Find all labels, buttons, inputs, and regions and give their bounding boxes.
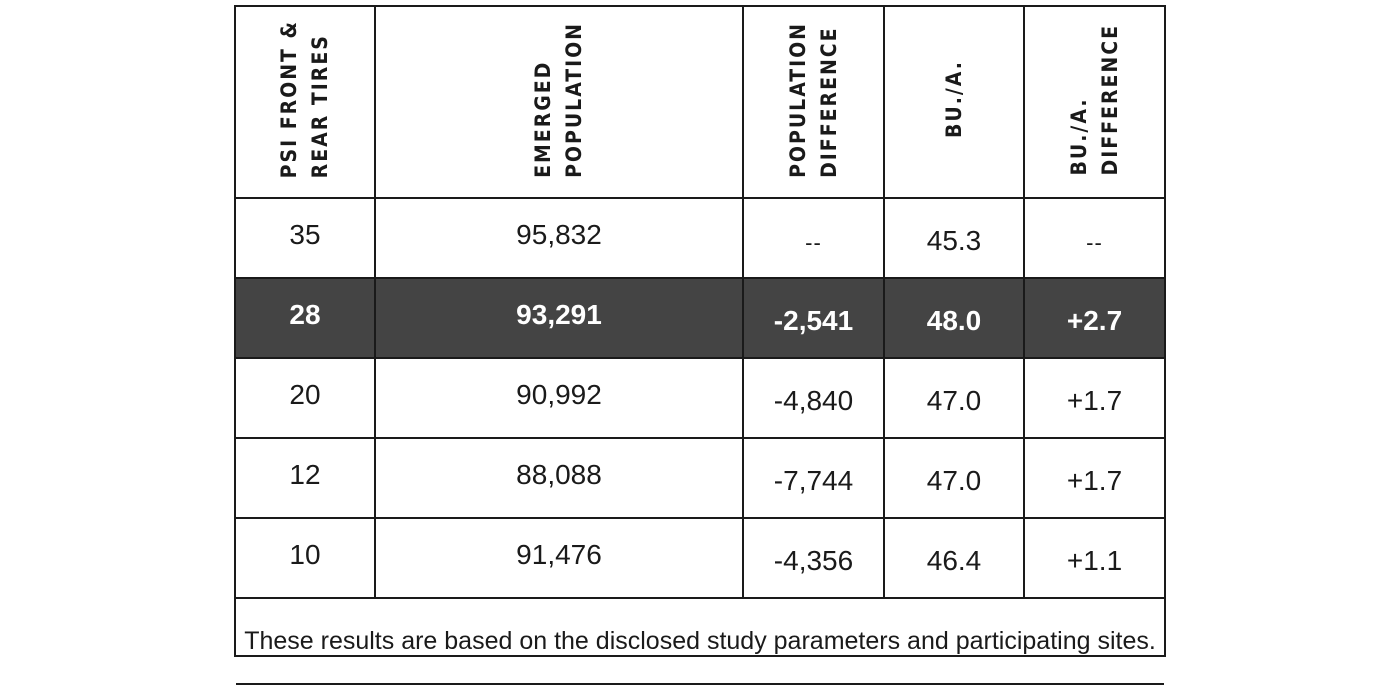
footnote-text: These results are based on the disclosed… — [236, 597, 1164, 685]
cell-population-difference: -4,356 — [742, 517, 885, 599]
cell-bu-a: 45.3 — [883, 197, 1025, 279]
cell-population-difference: -- — [742, 197, 885, 279]
cell-psi: 10 — [236, 517, 376, 599]
results-table-frame: PSI FRONT & REAR TIRES EMERGED POPULATIO… — [234, 5, 1166, 685]
footnote-row: These results are based on the disclosed… — [236, 597, 1164, 685]
cell-bu-a-difference: +1.7 — [1023, 357, 1164, 439]
cell-bu-a-difference: +2.7 — [1023, 277, 1164, 359]
cell-bu-a: 46.4 — [883, 517, 1025, 599]
header-bu-a-difference: BU./A. DIFFERENCE — [1023, 7, 1164, 199]
cell-bu-a-difference: +1.1 — [1023, 517, 1164, 599]
results-table: PSI FRONT & REAR TIRES EMERGED POPULATIO… — [236, 7, 1164, 685]
table-row: 10 91,476 -4,356 46.4 +1.1 — [236, 517, 1164, 599]
cell-population-difference: -2,541 — [742, 277, 885, 359]
table-row: 35 95,832 -- 45.3 -- — [236, 197, 1164, 279]
cell-bu-a-difference: +1.7 — [1023, 437, 1164, 519]
cell-psi: 12 — [236, 437, 376, 519]
cell-bu-a-difference: -- — [1023, 197, 1164, 279]
table-header-row: PSI FRONT & REAR TIRES EMERGED POPULATIO… — [236, 7, 1164, 199]
table-row: 20 90,992 -4,840 47.0 +1.7 — [236, 357, 1164, 439]
header-population-difference: POPULATION DIFFERENCE — [742, 7, 885, 199]
cell-psi: 28 — [236, 277, 376, 359]
header-bu-a: BU./A. — [883, 7, 1025, 199]
cell-psi: 35 — [236, 197, 376, 279]
table-row: 12 88,088 -7,744 47.0 +1.7 — [236, 437, 1164, 519]
cell-emerged-population: 91,476 — [374, 517, 744, 599]
cell-bu-a: 47.0 — [883, 437, 1025, 519]
header-psi-front-rear-tires: PSI FRONT & REAR TIRES — [236, 7, 376, 199]
cell-bu-a: 48.0 — [883, 277, 1025, 359]
cell-bu-a: 47.0 — [883, 357, 1025, 439]
cell-emerged-population: 88,088 — [374, 437, 744, 519]
header-emerged-population: EMERGED POPULATION — [374, 7, 744, 199]
cell-emerged-population: 95,832 — [374, 197, 744, 279]
cell-population-difference: -7,744 — [742, 437, 885, 519]
cell-emerged-population: 93,291 — [374, 277, 744, 359]
table-row-highlighted: 28 93,291 -2,541 48.0 +2.7 — [236, 277, 1164, 359]
cell-population-difference: -4,840 — [742, 357, 885, 439]
cell-emerged-population: 90,992 — [374, 357, 744, 439]
cell-psi: 20 — [236, 357, 376, 439]
